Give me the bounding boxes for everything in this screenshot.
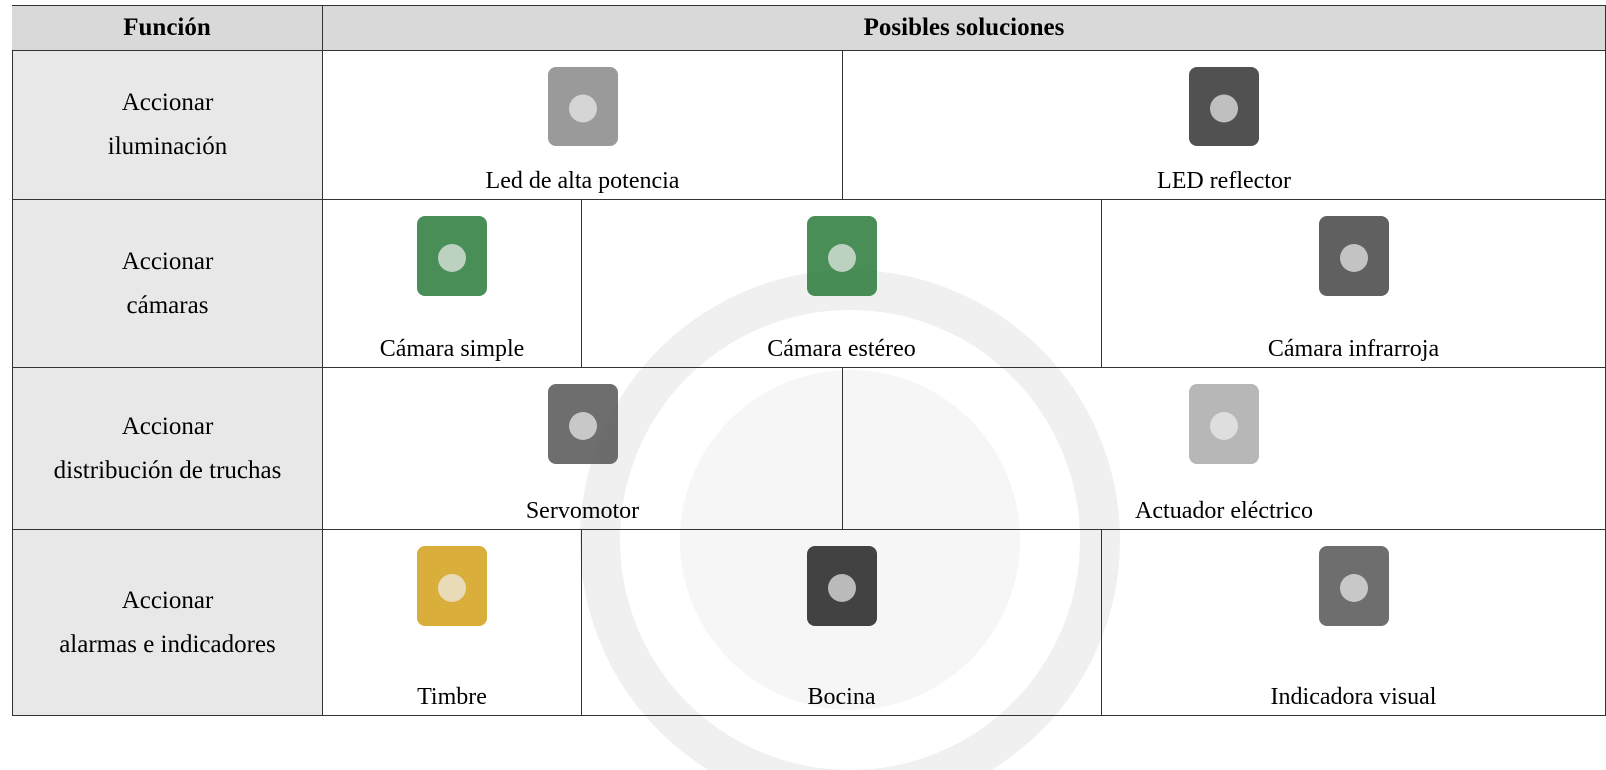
solution-label: Actuador eléctrico <box>1135 498 1313 524</box>
product-image <box>1189 67 1259 146</box>
solution-cell: Cámara simple <box>323 200 582 368</box>
function-line: Accionar <box>121 89 214 116</box>
function-line: cámaras <box>126 291 209 319</box>
solution-cell: Led de alta potencia <box>323 51 843 200</box>
solution-label: Cámara estéreo <box>767 336 916 362</box>
function-line: alarmas e indicadores <box>59 630 276 658</box>
function-cell: Accionar distribución de truchas <box>12 368 323 530</box>
solution-label: Servomotor <box>525 498 640 524</box>
solution-cell: LED reflector <box>843 51 1606 200</box>
solution-label: Timbre <box>417 684 487 710</box>
solution-label: Cámara infrarroja <box>1267 336 1440 362</box>
header-cell: Posibles soluciones <box>323 5 1606 51</box>
solution-label: LED reflector <box>1157 168 1291 194</box>
function-line: distribución de truchas <box>53 456 282 484</box>
function-cell: Accionar cámaras <box>12 200 323 368</box>
function-line: iluminación <box>107 133 228 160</box>
solution-cell: Actuador eléctrico <box>843 368 1606 530</box>
solution-label: Bocina <box>807 684 876 710</box>
function-cell: Accionar alarmas e indicadores <box>12 530 323 716</box>
product-image <box>417 546 487 626</box>
product-image <box>1189 384 1259 464</box>
solution-cell: Timbre <box>323 530 582 716</box>
solution-cell: Cámara estéreo <box>582 200 1102 368</box>
product-image <box>547 67 618 146</box>
product-image <box>417 216 487 296</box>
solution-cell: Cámara infrarroja <box>1102 200 1606 368</box>
function-line: Accionar <box>121 247 214 275</box>
solution-label: Led de alta potencia <box>485 168 680 194</box>
product-image <box>547 384 618 464</box>
product-image <box>1318 216 1389 296</box>
function-line: Accionar <box>121 586 214 614</box>
product-image <box>806 216 877 296</box>
function-line: Accionar <box>121 412 214 440</box>
page: Función Posibles soluciones Accionar ilumin… <box>12 5 1606 770</box>
product-image <box>1318 546 1389 626</box>
solution-cell: Bocina <box>582 530 1102 716</box>
function-cell: Accionar iluminación <box>12 51 323 200</box>
solution-cell: Indicadora visual <box>1102 530 1606 716</box>
header-cell: Función <box>12 5 323 51</box>
solution-label: Cámara simple <box>379 336 525 362</box>
solution-label: Indicadora visual <box>1270 684 1437 710</box>
solution-cell: Servomotor <box>323 368 843 530</box>
product-image <box>806 546 877 626</box>
